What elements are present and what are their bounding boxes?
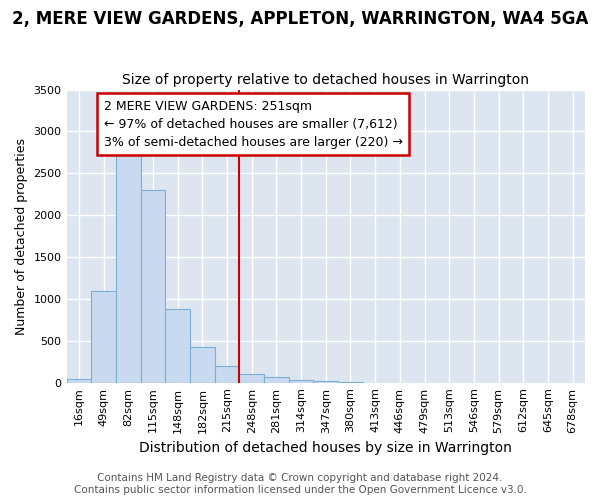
Bar [165, 309, 190, 382]
Text: 2, MERE VIEW GARDENS, APPLETON, WARRINGTON, WA4 5GA: 2, MERE VIEW GARDENS, APPLETON, WARRINGT… [12, 10, 588, 28]
Bar [289, 380, 313, 382]
Bar [91, 290, 116, 382]
Bar [215, 366, 239, 382]
Title: Size of property relative to detached houses in Warrington: Size of property relative to detached ho… [122, 73, 529, 87]
Bar [140, 190, 165, 382]
Y-axis label: Number of detached properties: Number of detached properties [15, 138, 28, 334]
Bar [116, 152, 140, 382]
Bar [264, 377, 289, 382]
X-axis label: Distribution of detached houses by size in Warrington: Distribution of detached houses by size … [139, 441, 512, 455]
Bar [67, 379, 91, 382]
Text: 2 MERE VIEW GARDENS: 251sqm
← 97% of detached houses are smaller (7,612)
3% of s: 2 MERE VIEW GARDENS: 251sqm ← 97% of det… [104, 100, 403, 148]
Bar [239, 374, 264, 382]
Bar [190, 346, 215, 382]
Text: Contains HM Land Registry data © Crown copyright and database right 2024.
Contai: Contains HM Land Registry data © Crown c… [74, 474, 526, 495]
